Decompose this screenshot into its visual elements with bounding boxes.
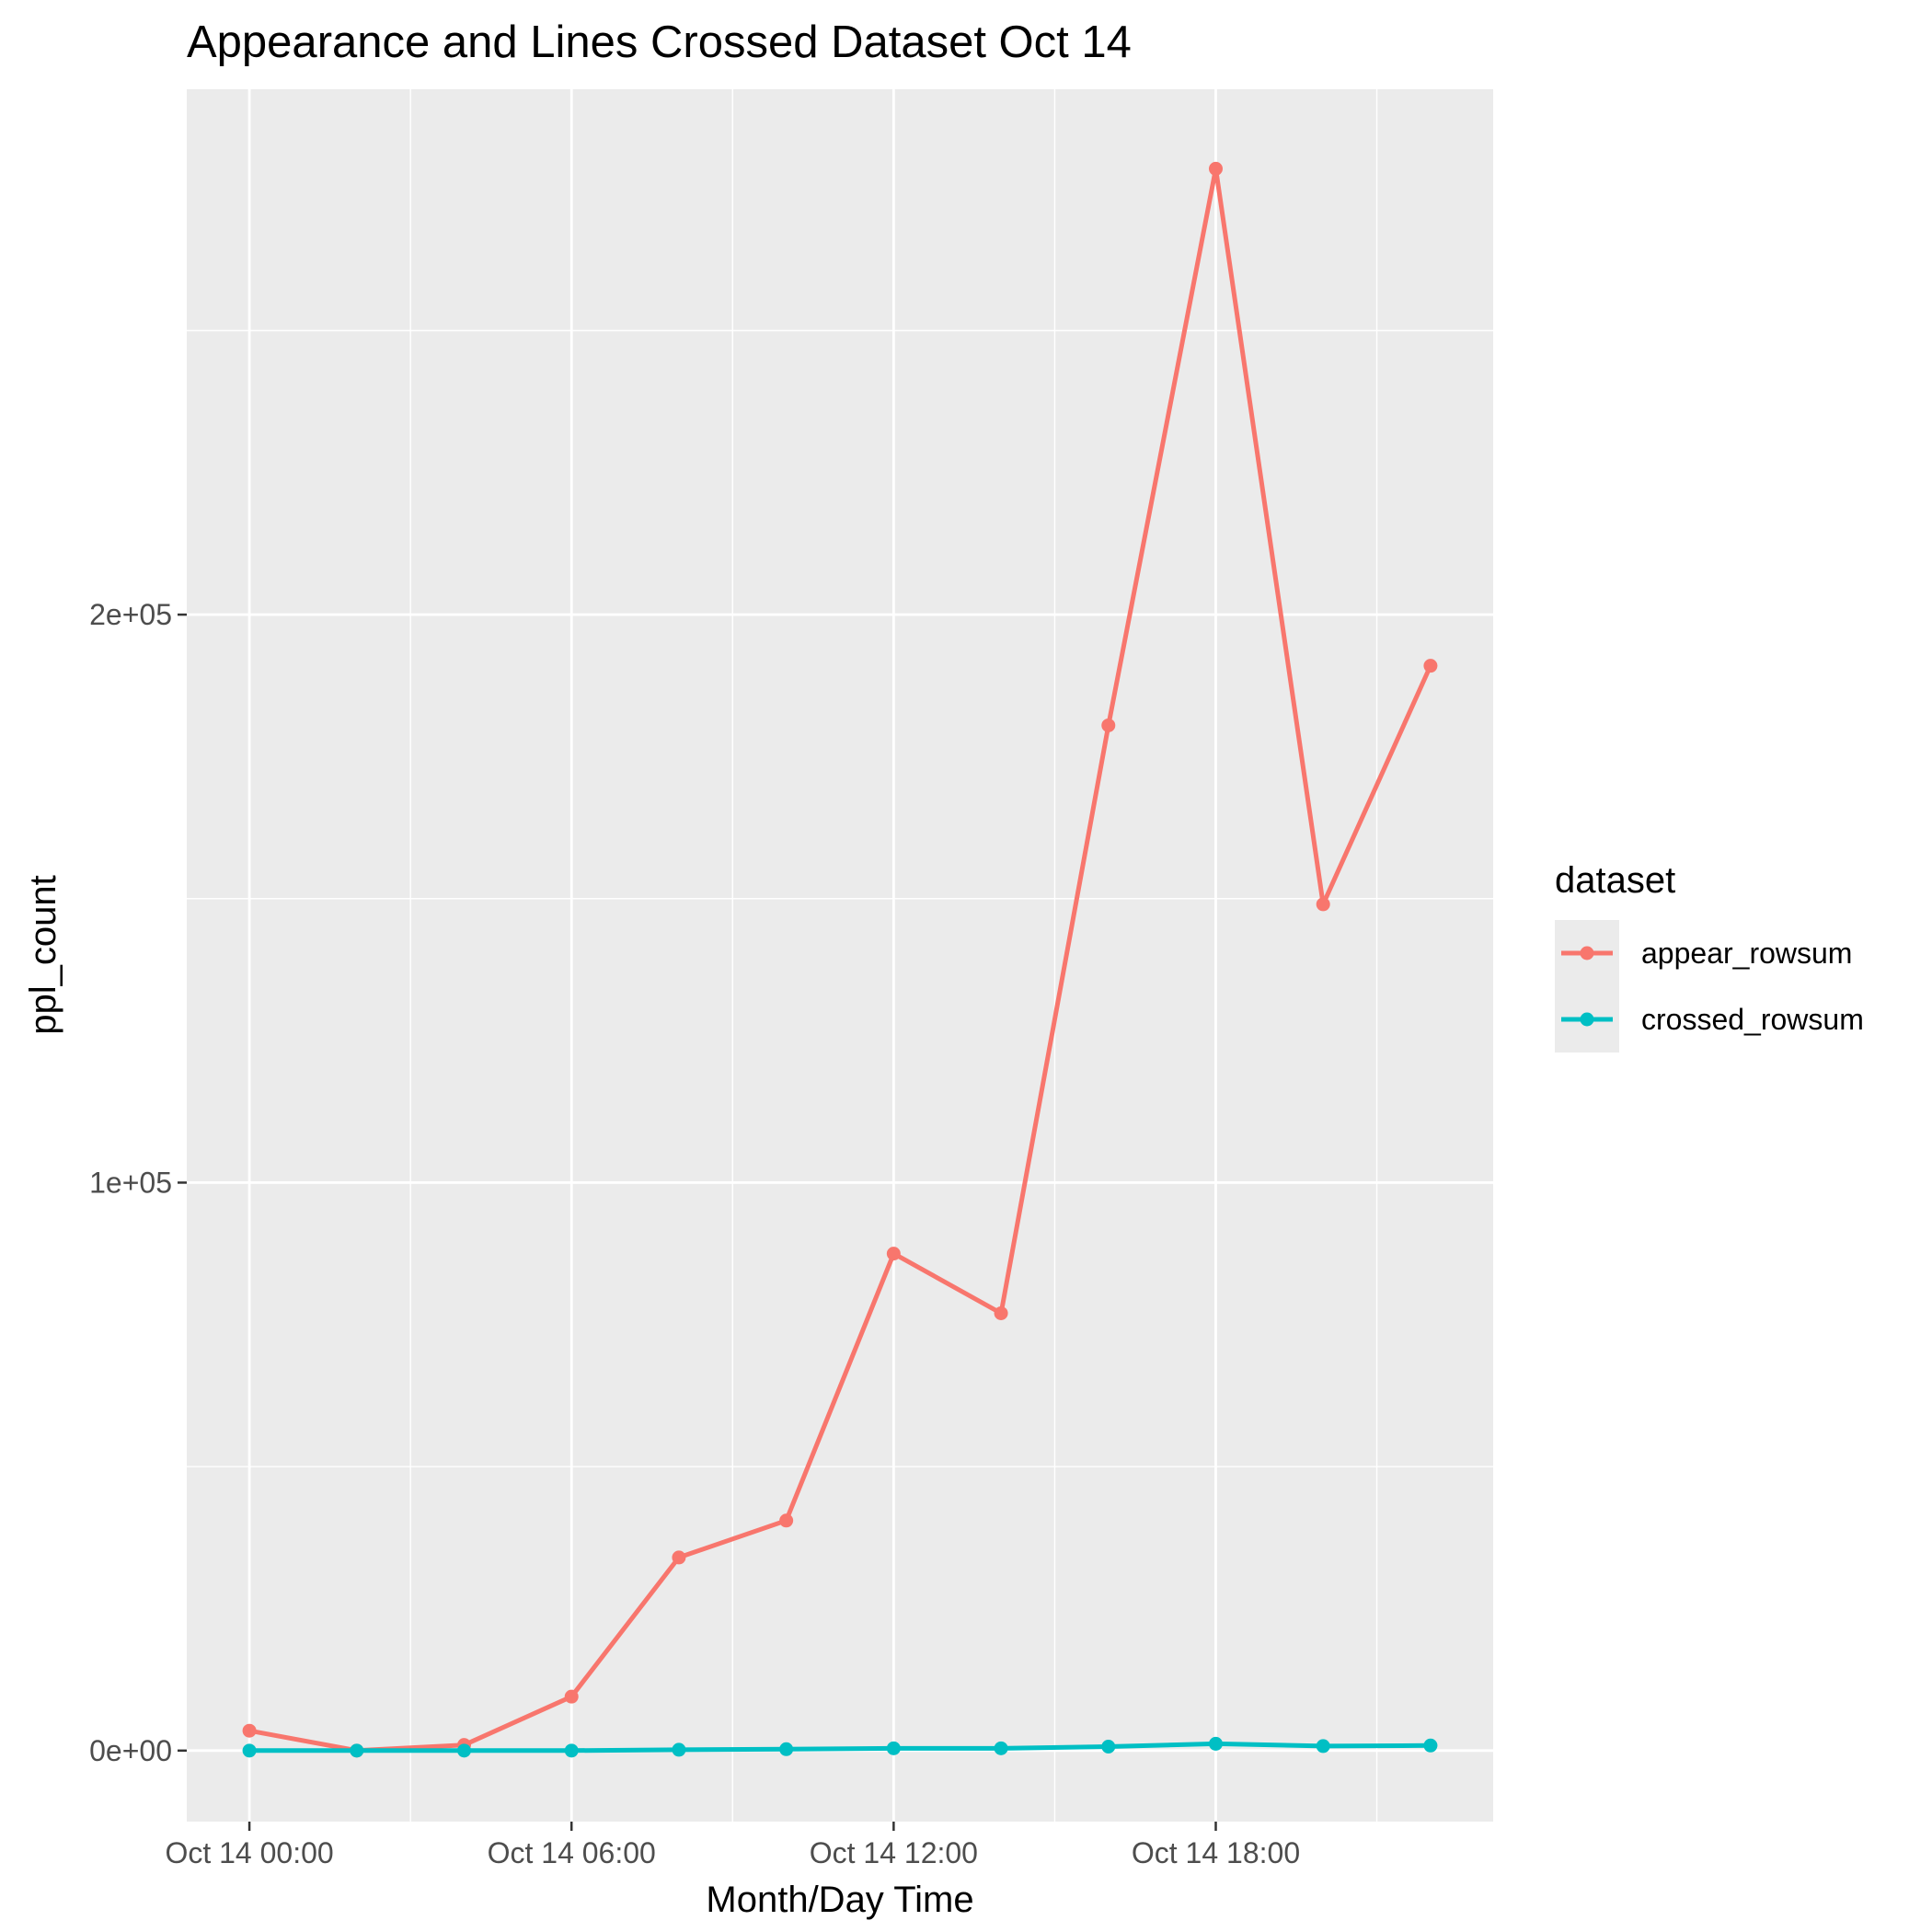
y-tick-label: 0e+00: [89, 1734, 172, 1767]
series-line-appear_rowsum: [247, 166, 1433, 1754]
series-layer: [242, 161, 1438, 1758]
data-point: [1101, 1740, 1116, 1754]
legend-label: appear_rowsum: [1641, 937, 1852, 970]
x-tick-label: Oct 14 00:00: [165, 1836, 333, 1869]
data-point: [672, 1742, 686, 1757]
data-point: [1101, 718, 1116, 732]
plot-panel: [187, 89, 1493, 1822]
x-tick-label: Oct 14 12:00: [810, 1836, 978, 1869]
data-point: [1208, 1736, 1223, 1751]
data-point: [564, 1689, 579, 1704]
legend-label: crossed_rowsum: [1641, 1003, 1864, 1036]
axes: Oct 14 00:00 Oct 14 06:00 Oct 14 12:00 Oct …: [89, 598, 1300, 1869]
data-point: [1423, 659, 1438, 673]
legend-key-point: [1580, 946, 1594, 960]
data-point: [1423, 1738, 1438, 1753]
y-axis-title: ppl_count: [23, 875, 63, 1034]
legend-key-point: [1580, 1012, 1594, 1027]
minor-gridlines: [187, 89, 1493, 1822]
data-point: [779, 1513, 794, 1528]
data-point: [350, 1743, 364, 1758]
data-point: [1208, 161, 1223, 176]
data-point: [672, 1550, 686, 1565]
data-point: [564, 1743, 579, 1758]
data-point: [994, 1305, 1008, 1320]
series-crossed_rowsum: [242, 1736, 1438, 1758]
series-line-crossed_rowsum: [247, 1741, 1433, 1754]
data-point: [1316, 1739, 1330, 1754]
data-point: [457, 1743, 472, 1758]
data-point: [779, 1742, 794, 1756]
data-point: [1316, 897, 1330, 912]
data-point: [242, 1743, 257, 1758]
legend-title: dataset: [1555, 860, 1675, 901]
legend: dataset appear_rowsum crossed_rowsum: [1555, 860, 1864, 1052]
x-tick-label: Oct 14 06:00: [488, 1836, 656, 1869]
data-point: [886, 1247, 901, 1261]
x-tick-label: Oct 14 18:00: [1132, 1836, 1300, 1869]
y-tick-label: 1e+05: [89, 1166, 172, 1199]
chart-title: Appearance and Lines Crossed Dataset Oct…: [187, 17, 1132, 67]
data-point: [994, 1741, 1008, 1755]
y-tick-label: 2e+05: [89, 598, 172, 631]
data-point: [886, 1741, 901, 1755]
data-point: [242, 1723, 257, 1738]
x-axis-title: Month/Day Time: [706, 1880, 973, 1920]
legend-items: appear_rowsum crossed_rowsum: [1555, 920, 1864, 1052]
